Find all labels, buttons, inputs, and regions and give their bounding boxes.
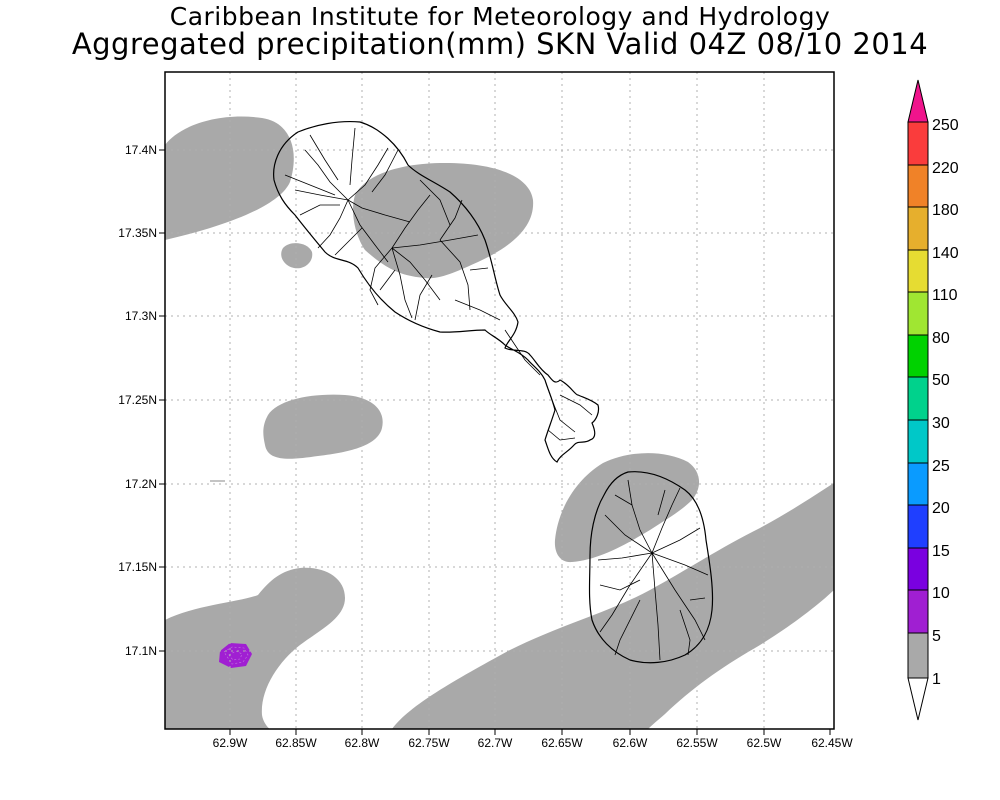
rain-area-se-band — [392, 483, 834, 729]
nevis-outline — [588, 471, 714, 664]
color-bar-label: 20 — [932, 500, 950, 517]
color-bar-label: 110 — [932, 287, 958, 304]
y-tick-label: 17.4N — [125, 143, 157, 157]
y-tick-label: 17.2N — [125, 477, 157, 491]
x-tick-label: 62.75W — [408, 736, 450, 750]
y-tick-label: 17.15N — [118, 560, 157, 574]
rain-area-small-spot — [281, 243, 313, 269]
x-tick-label: 62.55W — [676, 736, 718, 750]
color-bar-label: 25 — [932, 458, 950, 475]
x-tick-label: 62.45W — [811, 736, 853, 750]
rain-area-nw — [165, 116, 294, 240]
title-line-2: Aggregated precipitation(mm) SKN Valid 0… — [71, 27, 929, 61]
color-bar-swatch — [907, 121, 929, 166]
color-bar — [907, 79, 929, 721]
rain-area-purple — [219, 643, 252, 668]
y-tick-label: 17.25N — [118, 393, 157, 407]
precip-areas — [165, 116, 834, 729]
x-tick-label: 62.9W — [213, 736, 248, 750]
rain-area-sw — [165, 567, 345, 729]
x-tick-label: 62.6W — [613, 736, 648, 750]
title-line-1: Caribbean Institute for Meteorology and … — [169, 2, 831, 31]
rain-area-west-center — [263, 394, 383, 459]
x-tick-label: 62.65W — [541, 736, 583, 750]
y-tick-label: 17.3N — [125, 309, 157, 323]
x-tick-label: 62.7W — [478, 736, 513, 750]
x-tick-label: 62.8W — [345, 736, 380, 750]
color-bar-bottom-arrow — [907, 677, 929, 721]
color-bar-label: 5 — [932, 628, 941, 645]
color-bar-swatch — [907, 504, 929, 549]
color-bar-swatch — [907, 589, 929, 634]
color-bar-swatch — [907, 419, 929, 464]
color-bar-label: 250 — [932, 117, 959, 134]
island-st-kitts — [273, 120, 600, 463]
y-axis — [159, 149, 165, 652]
color-bar-swatch — [907, 334, 929, 378]
island-nevis — [588, 471, 714, 664]
color-bar-label: 140 — [932, 245, 959, 262]
color-bar-label: 80 — [932, 330, 950, 347]
color-bar-swatch — [907, 376, 929, 421]
st-kitts-outline — [273, 120, 600, 463]
color-bar-label: 15 — [932, 543, 950, 560]
color-bar-label: 220 — [932, 160, 959, 177]
color-bar-top-arrow — [907, 79, 929, 123]
color-bar-swatch — [907, 249, 929, 293]
x-axis — [229, 729, 831, 735]
rain-area-purple-contours — [223, 646, 249, 665]
color-bar-label: 1 — [932, 671, 941, 688]
color-bar-swatch — [907, 462, 929, 506]
color-bar-swatch — [907, 547, 929, 591]
color-bar-swatch — [907, 164, 929, 208]
color-bar-label: 50 — [932, 372, 950, 389]
st-kitts-watersheds — [284, 127, 593, 441]
color-bar-swatch — [907, 291, 929, 336]
color-bar-label: 30 — [932, 415, 950, 432]
color-bar-swatch — [907, 206, 929, 251]
color-bar-label: 10 — [932, 585, 950, 602]
x-tick-label: 62.85W — [275, 736, 317, 750]
color-bar-label: 180 — [932, 202, 959, 219]
x-tick-label: 62.5W — [747, 736, 782, 750]
y-tick-label: 17.35N — [118, 226, 157, 240]
color-bar-swatch — [907, 632, 929, 679]
nevis-watersheds — [597, 479, 709, 661]
y-tick-label: 17.1N — [125, 644, 157, 658]
